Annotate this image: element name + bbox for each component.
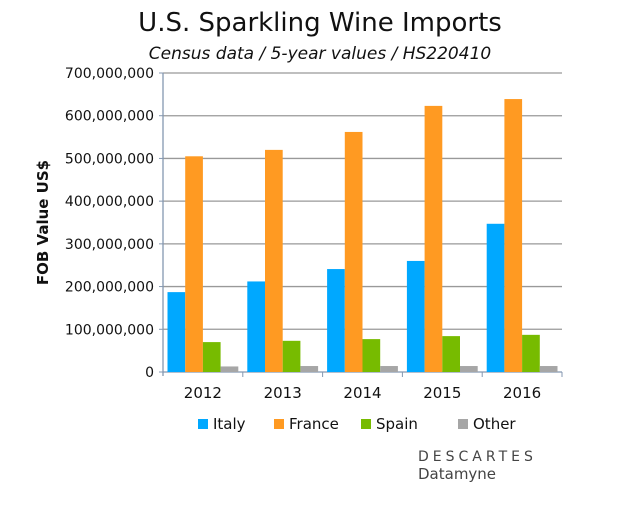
logo-line2: Datamyne (418, 465, 497, 483)
bar-italy-2015 (406, 260, 425, 372)
bar-italy-2013 (247, 281, 265, 372)
bar-other-2012 (220, 366, 239, 372)
bar-france-2015 (424, 105, 443, 372)
bar-france-2013 (265, 149, 283, 372)
legend-swatch-france (274, 419, 284, 429)
legend-swatch-spain (361, 419, 371, 429)
bar-spain-2012 (202, 342, 221, 372)
descartes-logo: DESCARTES Datamyne (418, 449, 537, 483)
bar-spain-2014 (362, 339, 381, 372)
y-tick-label: 700,000,000 (65, 66, 154, 82)
bar-other-2013 (300, 366, 319, 372)
legend-label-france: France (289, 415, 339, 433)
legend-swatch-other (458, 419, 468, 429)
bar-france-2012 (185, 156, 203, 372)
legend-label-italy: Italy (213, 415, 246, 433)
chart-subtitle: Census data / 5-year values / HS220410 (148, 44, 492, 64)
y-tick-label: 100,000,000 (65, 322, 154, 338)
bar-france-2016 (504, 99, 523, 372)
chart-title: U.S. Sparkling Wine Imports (138, 8, 502, 38)
logo-line1: DESCARTES (418, 449, 537, 465)
bar-other-2015 (460, 366, 478, 372)
y-tick-label: 600,000,000 (65, 109, 154, 125)
bar-other-2016 (539, 366, 558, 372)
y-tick-label: 500,000,000 (65, 151, 154, 167)
x-tick-label: 2016 (503, 384, 541, 402)
bar-spain-2015 (442, 336, 460, 372)
legend-label-other: Other (473, 415, 516, 433)
y-tick-label: 200,000,000 (65, 280, 154, 296)
bar-italy-2012 (167, 292, 186, 372)
bar-spain-2016 (522, 334, 540, 372)
y-tick-label: 0 (145, 365, 154, 381)
bar-spain-2013 (282, 340, 301, 372)
legend-swatch-italy (198, 419, 208, 429)
x-tick-label: 2013 (264, 384, 302, 402)
y-tick-label: 400,000,000 (65, 194, 154, 210)
bar-other-2014 (380, 366, 398, 372)
bar-france-2014 (344, 131, 363, 372)
x-tick-label: 2012 (184, 384, 222, 402)
x-tick-label: 2015 (423, 384, 461, 402)
y-axis-label: FOB Value US$ (34, 160, 52, 285)
y-tick-label: 300,000,000 (65, 237, 154, 253)
bar-italy-2014 (327, 269, 345, 372)
bar-italy-2016 (486, 223, 505, 372)
legend-label-spain: Spain (376, 415, 418, 433)
x-tick-label: 2014 (343, 384, 381, 402)
